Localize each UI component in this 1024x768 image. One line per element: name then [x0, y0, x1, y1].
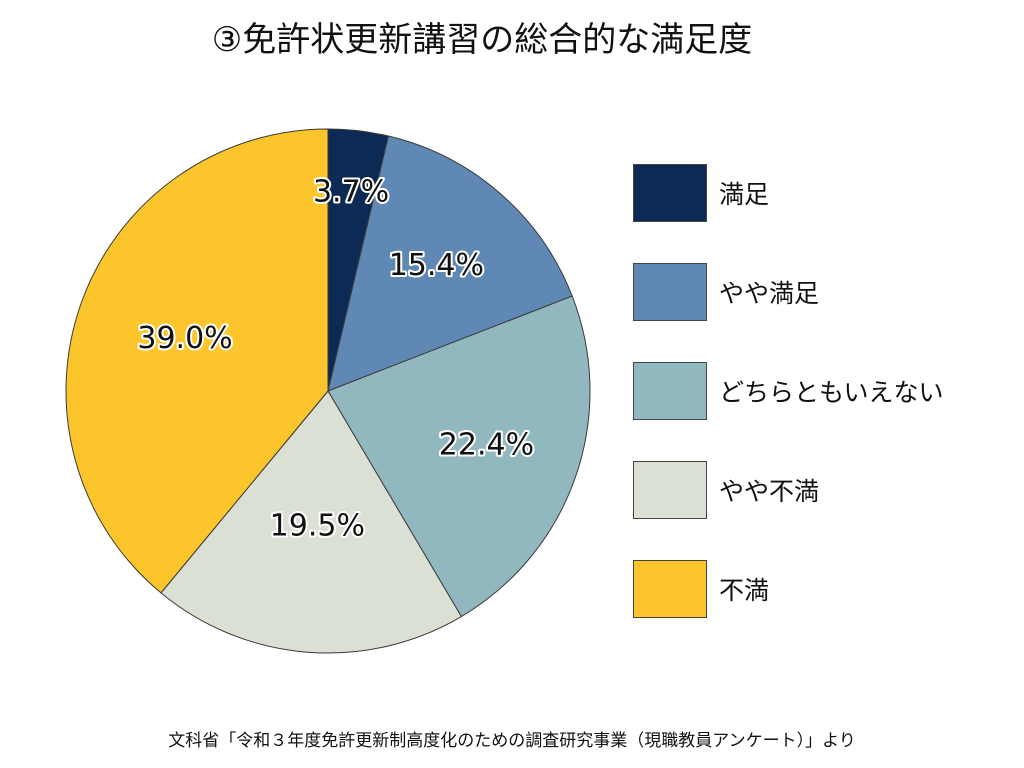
legend-swatch-manzoku — [633, 164, 707, 222]
data-label-neutral: 22.4% — [439, 427, 534, 462]
legend-swatch-yaya-manzoku — [633, 263, 707, 321]
legend-item-yaya-manzoku: やや満足 — [633, 261, 944, 323]
data-label-manzoku: 3.7% — [313, 175, 389, 210]
legend: 満足 やや満足 どちらともいえない やや不満 不満 — [633, 162, 944, 657]
legend-label-yaya-manzoku: やや満足 — [719, 279, 820, 308]
legend-item-manzoku: 満足 — [633, 162, 944, 224]
legend-label-manzoku: 満足 — [719, 180, 770, 209]
chart-title: ③免許状更新講習の総合的な満足度 — [211, 20, 753, 60]
legend-label-fuman: 不満 — [719, 576, 770, 605]
pie-slice-neutral — [327, 295, 591, 618]
legend-swatch-neutral — [633, 362, 707, 420]
pie-slice-yaya-fuman — [160, 390, 463, 654]
legend-item-yaya-fuman: やや不満 — [633, 459, 944, 521]
pie-slice-fuman — [65, 128, 329, 594]
legend-label-yaya-fuman: やや不満 — [719, 477, 820, 506]
data-label-fuman: 39.0% — [137, 321, 232, 356]
data-label-yaya-fuman: 19.5% — [270, 508, 365, 543]
legend-swatch-yaya-fuman — [633, 461, 707, 519]
source-note: 文科省「令和３年度免許更新制高度化のための調査研究事業（現職教員アンケート）」よ… — [168, 731, 856, 751]
legend-label-neutral: どちらともいえない — [719, 378, 944, 407]
legend-item-neutral: どちらともいえない — [633, 360, 944, 422]
pie-slice-yaya-manzoku — [327, 135, 573, 392]
legend-swatch-fuman — [633, 560, 707, 618]
legend-item-fuman: 不満 — [633, 558, 944, 620]
data-label-yaya-manzoku: 15.4% — [389, 248, 484, 283]
